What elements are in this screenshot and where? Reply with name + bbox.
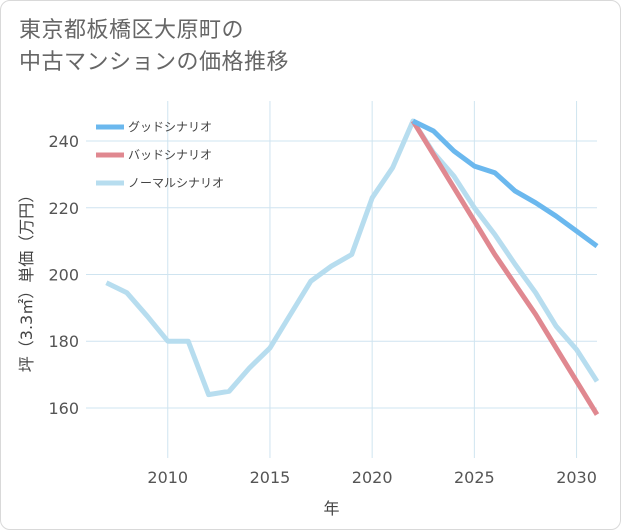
- y-tick-label: 240: [48, 132, 79, 151]
- series-line-0: [411, 118, 599, 249]
- axis-ticks: 2010 2015 2020 2025 2030 160 180 200 220 240: [48, 132, 596, 487]
- legend-label: グッドシナリオ: [128, 120, 212, 134]
- chart-title-line-1: 東京都板橋区大原町の: [19, 18, 245, 43]
- legend-label: バッドシナリオ: [128, 148, 212, 162]
- y-tick-label: 160: [48, 399, 79, 418]
- y-tick-label: 200: [48, 265, 79, 284]
- legend-label: ノーマルシナリオ: [128, 176, 224, 190]
- x-tick-label: 2010: [147, 468, 188, 487]
- y-tick-label: 220: [48, 199, 79, 218]
- x-tick-label: 2020: [352, 468, 393, 487]
- x-tick-label: 2030: [556, 468, 597, 487]
- x-axis-title: 年: [323, 499, 339, 518]
- series-line-2: [105, 118, 600, 398]
- y-tick-label: 180: [48, 332, 79, 351]
- x-tick-label: 2025: [454, 468, 495, 487]
- series-layer: [105, 118, 600, 416]
- chart-title: 東京都板橋区大原町の 中古マンションの価格推移: [19, 15, 289, 79]
- y-axis-title: 坪（3.3㎡）単価（万円）: [17, 187, 36, 372]
- chart-title-line-2: 中古マンションの価格推移: [19, 50, 290, 75]
- x-tick-label: 2015: [250, 468, 291, 487]
- series-line-1: [410, 119, 600, 416]
